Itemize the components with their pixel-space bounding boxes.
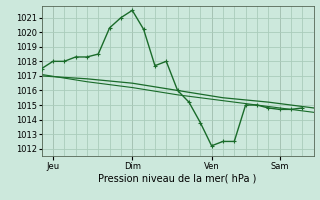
X-axis label: Pression niveau de la mer( hPa ): Pression niveau de la mer( hPa ) — [99, 173, 257, 183]
